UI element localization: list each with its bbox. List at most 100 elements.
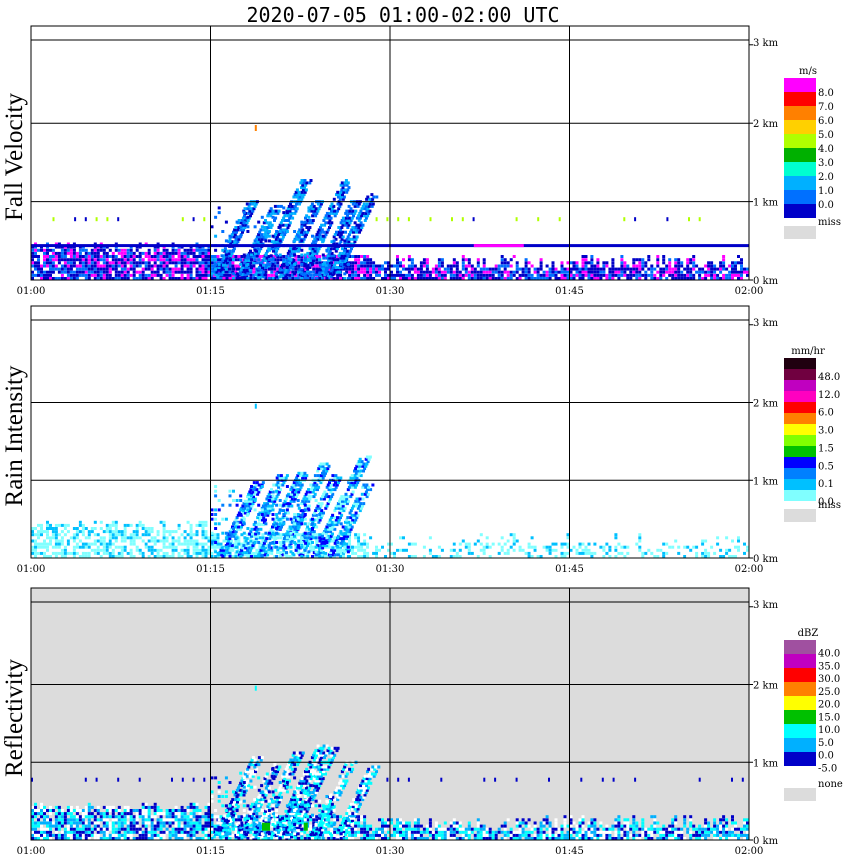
echo-cell <box>305 509 309 513</box>
echo-cell <box>332 204 336 208</box>
echo-cell <box>614 555 618 558</box>
echo-cell <box>422 258 426 262</box>
echo-cell <box>257 273 261 277</box>
echo-cell <box>87 261 91 265</box>
echo-cell <box>63 539 67 543</box>
echo-cell <box>317 502 321 506</box>
echo-cell <box>49 830 52 834</box>
echo-cell <box>162 530 166 534</box>
echo-cell <box>256 247 260 251</box>
echo-cell <box>521 267 525 271</box>
echo-cell <box>183 264 187 268</box>
echo-cell <box>306 551 310 555</box>
echo-cell <box>289 527 293 530</box>
echo-cell <box>283 511 287 515</box>
echo-cell <box>63 555 67 558</box>
echo-cell <box>355 230 358 234</box>
echo-cell <box>254 532 258 536</box>
echo-cell <box>232 277 235 280</box>
echo-cell <box>677 277 681 280</box>
echo-cell <box>195 523 199 527</box>
echo-cell <box>482 258 486 262</box>
echo-cell <box>300 522 304 526</box>
echo-cell <box>235 235 239 239</box>
echo-cell <box>69 809 73 812</box>
echo-cell <box>102 539 106 543</box>
echo-cell <box>381 545 384 549</box>
echo-cell <box>608 273 612 277</box>
echo-cell <box>360 226 364 229</box>
echo-cell <box>225 270 229 274</box>
echo-cell <box>326 247 330 251</box>
echo-cell <box>267 504 271 508</box>
echo-cell <box>351 277 355 280</box>
echo-cell <box>63 827 67 831</box>
echo-cell <box>75 270 79 274</box>
echo-cell <box>274 497 278 501</box>
echo-cell <box>737 277 740 280</box>
echo-cell <box>295 530 299 534</box>
echo-cell <box>49 812 52 816</box>
echo-cell <box>201 523 205 527</box>
echo-speckle <box>623 217 626 222</box>
echo-cell <box>214 513 218 516</box>
echo-cell <box>150 270 154 274</box>
echo-cell <box>384 261 387 265</box>
echo-cell <box>108 261 112 265</box>
echo-cell <box>204 548 208 552</box>
echo-cell <box>275 513 279 516</box>
echo-cell <box>117 533 121 537</box>
echo-cell <box>251 544 255 548</box>
echo-cell <box>244 270 248 274</box>
echo-cell <box>428 273 432 277</box>
echo-cell <box>213 533 217 537</box>
echo-cell <box>629 267 633 271</box>
echo-cell <box>321 551 325 555</box>
echo-cell <box>147 258 151 262</box>
echo-cell <box>548 551 552 555</box>
colorbar-label: 0.0 <box>818 497 834 508</box>
echo-cell <box>195 261 199 265</box>
echo-cell <box>93 837 97 840</box>
echo-cell <box>248 532 252 536</box>
echo-cell <box>716 273 720 277</box>
echo-cell <box>330 221 334 225</box>
echo-cell <box>357 467 361 471</box>
echo-cell <box>204 527 208 530</box>
echo-cell <box>87 833 91 837</box>
echo-cell <box>285 273 289 277</box>
echo-cell <box>293 485 297 489</box>
echo-cell <box>246 261 250 265</box>
echo-cell <box>201 264 205 268</box>
echo-cell <box>220 254 224 258</box>
echo-cell <box>330 275 334 279</box>
echo-cell <box>189 261 193 265</box>
echo-cell <box>551 542 555 546</box>
echo-cell <box>207 555 211 558</box>
echo-cell <box>309 273 313 277</box>
echo-cell <box>177 533 181 537</box>
echo-cell <box>72 536 76 540</box>
echo-cell <box>350 513 354 517</box>
echo-cell <box>332 254 336 258</box>
echo-cell <box>31 837 34 840</box>
echo-cell <box>569 545 573 549</box>
echo-cell <box>241 546 245 550</box>
echo-cell <box>66 833 70 837</box>
echo-cell <box>364 204 368 208</box>
echo-cell <box>183 261 187 265</box>
echo-cell <box>674 261 678 265</box>
echo-cell <box>239 277 243 280</box>
echo-cell <box>111 555 115 558</box>
echo-cell <box>75 818 79 822</box>
echo-cell <box>235 536 239 540</box>
colorbar-label: 12.0 <box>818 390 840 401</box>
echo-cell <box>299 509 303 513</box>
echo-cell <box>93 833 97 837</box>
echo-cell <box>240 518 244 522</box>
echo-cell <box>345 537 348 541</box>
echo-cell <box>66 805 70 809</box>
echo-cell <box>250 504 254 508</box>
echo-cell <box>210 275 214 279</box>
colorbar-label: 7.0 <box>818 102 834 113</box>
